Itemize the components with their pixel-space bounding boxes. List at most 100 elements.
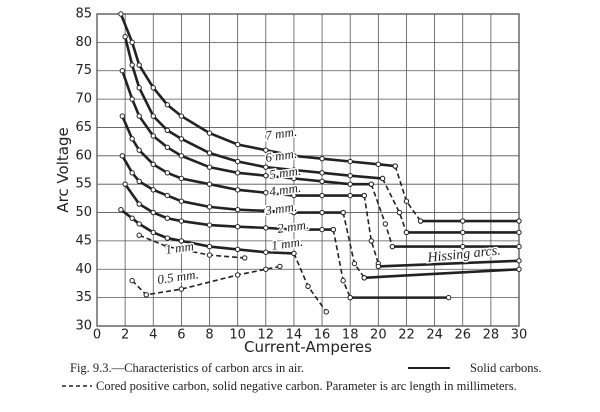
series-label: 7 mm.	[264, 124, 298, 143]
x-tick-label: 10	[229, 328, 246, 343]
point	[164, 192, 171, 199]
point	[516, 243, 522, 250]
line	[131, 265, 281, 296]
point	[119, 68, 126, 74]
series-label: 5 mm.	[268, 163, 302, 182]
y-tick-label: 65	[75, 120, 92, 135]
point	[136, 147, 142, 153]
line	[342, 212, 365, 279]
point	[234, 246, 241, 253]
x-tick-label: 18	[342, 328, 359, 343]
point	[129, 215, 135, 221]
point	[178, 286, 185, 292]
point	[368, 238, 374, 244]
point	[150, 229, 156, 236]
line	[332, 229, 351, 298]
point	[234, 187, 241, 193]
point	[122, 33, 128, 40]
x-tick-label: 28	[483, 328, 500, 343]
point	[460, 243, 466, 250]
point	[319, 155, 325, 162]
point	[347, 172, 353, 179]
point	[516, 258, 522, 264]
point	[150, 161, 156, 168]
point	[136, 113, 142, 119]
point	[375, 263, 382, 270]
point	[119, 153, 126, 159]
x-tick-label: 4	[149, 328, 157, 343]
point	[351, 260, 358, 267]
point	[291, 226, 297, 233]
point	[150, 85, 156, 91]
point	[392, 163, 398, 169]
x-tick-label: 12	[258, 328, 275, 343]
point	[291, 250, 297, 257]
point	[164, 102, 171, 108]
point	[178, 218, 185, 224]
point	[396, 209, 403, 216]
point	[178, 198, 185, 204]
point	[242, 255, 248, 261]
series-label: 6 mm.	[264, 146, 298, 165]
point	[150, 187, 156, 193]
point	[164, 215, 171, 221]
point	[361, 275, 367, 281]
y-tick-label: 60	[75, 148, 92, 163]
line	[119, 13, 396, 168]
series-label: 1 mm.	[270, 234, 304, 253]
point	[347, 181, 353, 187]
line	[378, 259, 520, 268]
point	[178, 238, 185, 244]
point	[129, 39, 135, 46]
point	[164, 243, 171, 250]
y-tick-label: 40	[75, 262, 92, 277]
point	[516, 266, 522, 272]
point	[118, 207, 124, 213]
point	[263, 266, 269, 272]
point	[206, 130, 213, 136]
point	[263, 164, 269, 170]
line	[123, 36, 383, 180]
point	[319, 209, 325, 216]
point	[136, 178, 142, 185]
y-tick-label: 75	[75, 63, 92, 78]
x-axis-label: Current-Amperes	[244, 338, 372, 356]
point	[516, 229, 522, 236]
x-tick-label: 16	[314, 328, 331, 343]
point	[319, 192, 325, 199]
point	[319, 170, 325, 176]
point	[234, 224, 241, 230]
caption: Fig. 9.3.—Characteristics of carbon arcs…	[70, 361, 304, 375]
point	[150, 209, 156, 216]
y-tick-label: 70	[75, 92, 92, 107]
line	[120, 208, 294, 255]
x-tick-label: 0	[93, 328, 101, 343]
x-tick-label: 14	[286, 328, 303, 343]
point	[291, 153, 297, 159]
y-tick-label: 55	[75, 177, 92, 192]
point	[234, 141, 241, 148]
point	[178, 175, 185, 182]
caption: Solid carbons.	[470, 361, 542, 375]
point	[291, 192, 297, 199]
point	[129, 96, 135, 102]
point	[516, 218, 522, 224]
point	[340, 277, 346, 284]
point	[361, 192, 367, 199]
point	[136, 85, 142, 91]
point	[323, 309, 329, 315]
x-tick-label: 8	[205, 328, 213, 343]
point	[206, 150, 213, 156]
point	[389, 243, 396, 250]
point	[291, 167, 297, 173]
point	[375, 161, 382, 168]
point	[178, 136, 185, 142]
point	[234, 158, 241, 165]
point	[129, 136, 135, 142]
point	[417, 218, 424, 224]
point	[234, 207, 241, 213]
series-label: 3 mm.	[263, 199, 298, 218]
point	[164, 127, 171, 133]
point	[234, 272, 241, 278]
